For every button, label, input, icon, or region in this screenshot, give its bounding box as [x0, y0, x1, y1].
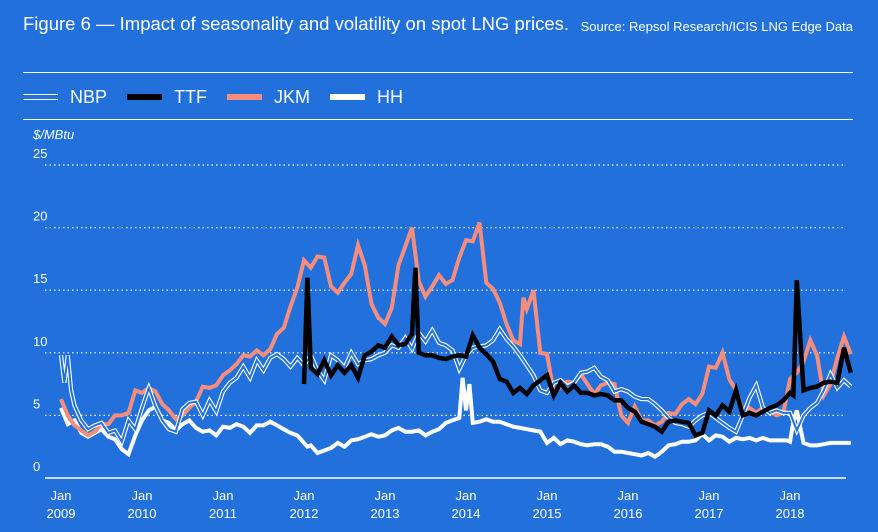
- y-tick-label: 0: [33, 459, 40, 474]
- top-rule: [23, 72, 853, 73]
- x-tick-label-month: Jan: [456, 488, 477, 503]
- x-tick-label-year: 2018: [776, 506, 805, 521]
- x-tick-label-year: 2017: [695, 506, 724, 521]
- x-tick-label-month: Jan: [132, 488, 153, 503]
- x-tick-label-year: 2013: [371, 506, 400, 521]
- x-tick-label-month: Jan: [51, 488, 72, 503]
- x-tick-label-year: 2012: [290, 506, 319, 521]
- legend-label-ttf: TTF: [174, 86, 208, 107]
- legend: NBP TTF JKM HH: [23, 84, 423, 110]
- source-note: Source: Repsol Research/ICIS LNG Edge Da…: [580, 19, 853, 34]
- x-tick-label-year: 2014: [452, 506, 481, 521]
- legend-item-jkm: JKM: [227, 87, 310, 108]
- series-lines: [58, 221, 853, 460]
- legend-label-hh: HH: [377, 86, 404, 107]
- series-line-ttf: [301, 267, 853, 439]
- legend-label-jkm: JKM: [274, 86, 311, 107]
- legend-rule: [23, 119, 853, 120]
- y-tick-labels: 0 5 10 15 20 25: [33, 146, 47, 474]
- x-tick-label-year: 2015: [533, 506, 562, 521]
- legend-swatch-hh: [330, 94, 366, 100]
- x-tick-label-month: Jan: [294, 488, 315, 503]
- y-tick-label: 15: [33, 271, 47, 286]
- series-line-nbp: [58, 325, 853, 447]
- x-tick-label-month: Jan: [780, 488, 801, 503]
- series-line-nbp-inner: [60, 327, 852, 445]
- legend-swatch-nbp: [23, 94, 58, 100]
- legend-item-ttf: TTF: [127, 87, 207, 108]
- legend-swatch-ttf: [127, 94, 163, 100]
- legend-item-hh: HH: [330, 87, 403, 108]
- figure-title: Figure 6 — Impact of seasonality and vol…: [23, 13, 570, 34]
- x-tick-label-year: 2016: [614, 506, 643, 521]
- x-tick-label-year: 2011: [209, 506, 237, 521]
- x-tick-label-month: Jan: [537, 488, 558, 503]
- legend-label-nbp: NBP: [70, 86, 108, 107]
- legend-item-nbp: NBP: [23, 87, 107, 108]
- y-tick-label: 10: [33, 334, 47, 349]
- x-tick-labels: Jan 2009 Jan 2010 Jan 2011 Jan 2012 Jan 2013 Jan 20…: [47, 488, 805, 521]
- x-tick-label-month: Jan: [213, 488, 234, 503]
- x-tick-label-year: 2009: [47, 506, 76, 521]
- x-tick-label-month: Jan: [375, 488, 396, 503]
- x-tick-label-month: Jan: [699, 488, 720, 503]
- y-axis-unit: $/MBtu: [33, 127, 75, 142]
- y-tick-label: 5: [33, 396, 40, 411]
- x-tick-label-month: Jan: [618, 488, 639, 503]
- legend-swatch-jkm: [227, 94, 263, 100]
- series-line-hh: [59, 377, 851, 460]
- x-tick-label-year: 2010: [128, 506, 157, 521]
- y-tick-label: 25: [33, 146, 47, 161]
- gridlines: [45, 164, 846, 479]
- y-tick-label: 20: [33, 209, 47, 224]
